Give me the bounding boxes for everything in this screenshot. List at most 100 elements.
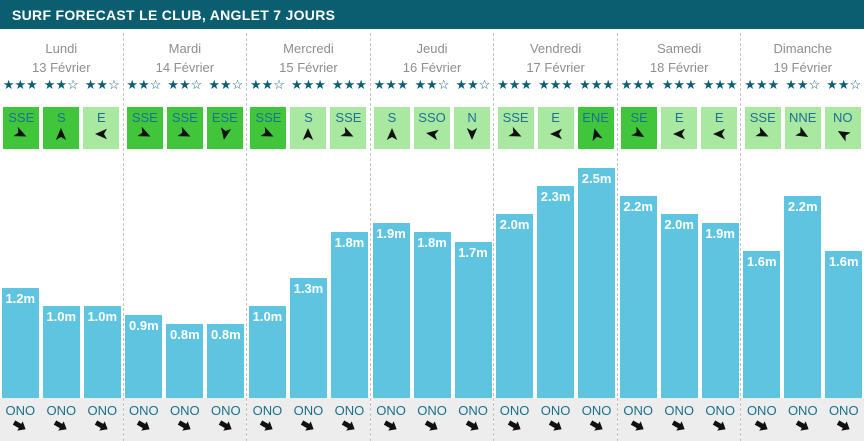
day-header: Mardi 14 Février — [124, 33, 247, 77]
star-group: ★★★ — [290, 77, 326, 92]
swell-direction-label: ONO — [828, 403, 859, 418]
wave-height-label: 2.0m — [499, 217, 530, 232]
wind-row: SSE E ENE — [494, 107, 617, 149]
swell-row: ONO ONO ONO — [617, 398, 741, 441]
wave-bar: 1.9m — [372, 223, 410, 398]
swell-direction-label: ONO — [417, 403, 447, 418]
wind-row: SSE S E — [0, 107, 123, 149]
swell-arrow-icon — [260, 420, 274, 431]
wind-arrow-icon — [13, 126, 27, 137]
swell-arrow-icon — [754, 420, 768, 431]
swell-direction-label: ONO — [129, 403, 159, 418]
swell-arrow-icon — [507, 420, 521, 431]
swell-arrow-icon — [301, 420, 315, 431]
star-rating-row: ★★★ ★★☆ ★★☆ — [0, 77, 123, 99]
day-column-dimanche: Dimanche 19 Février ★★★ ★★☆ ★★☆ SSE NNE NO 1.6m 2… — [741, 33, 864, 441]
wave-height-label: 1.6m — [746, 254, 777, 269]
day-date: 19 Février — [773, 60, 833, 75]
day-date: 18 Février — [649, 60, 709, 75]
star-group: ★★☆ — [126, 77, 162, 92]
swell-arrow-icon — [54, 420, 67, 431]
wave-height-label: 1.8m — [334, 235, 365, 250]
wave-height-label: 0.9m — [129, 318, 159, 333]
day-header: Dimanche 19 Février — [741, 33, 864, 77]
wave-bar: 2.0m — [660, 214, 698, 398]
star-group: ★★☆ — [826, 77, 862, 92]
wind-arrow-icon — [794, 126, 808, 137]
wind-arrow-icon — [303, 128, 314, 140]
wave-bar: 0.8m — [207, 324, 245, 398]
swell-direction-label: ONO — [334, 403, 365, 418]
wave-bar: 1.3m — [289, 278, 327, 398]
day-column-jeudi: Jeudi 16 Février ★★★ ★★☆ ★★☆ S SSO N 1.9m 1.8m 1.7… — [370, 33, 495, 441]
swell-direction-label: ONO — [170, 403, 200, 418]
wind-direction-label: E — [714, 110, 724, 125]
wind-cell: E — [83, 107, 120, 149]
wave-height-label: 2.2m — [623, 199, 653, 214]
swell-arrow-icon — [836, 420, 850, 431]
swell-arrow-icon — [342, 420, 356, 431]
swell-arrow-icon — [589, 420, 603, 431]
swell-row: ONO ONO ONO — [0, 398, 123, 441]
star-group: ★★☆ — [84, 77, 120, 92]
wave-bar: 1.2m — [1, 288, 39, 398]
swell-direction-label: ONO — [787, 403, 818, 418]
wind-arrow-icon — [713, 128, 726, 140]
day-name: Mardi — [168, 41, 202, 56]
star-rating-row: ★★★ ★★☆ ★★☆ — [741, 77, 864, 99]
wind-arrow-icon — [95, 128, 108, 140]
wind-row: SSE NNE NO — [741, 107, 864, 149]
wind-direction-label: SSE — [749, 110, 776, 125]
wave-bar: 2.5m — [578, 168, 616, 398]
swell-arrow-icon — [218, 420, 232, 431]
wind-direction-label: E — [674, 110, 684, 125]
wave-bar: 1.6m — [825, 251, 863, 398]
day-column-lundi: Lundi 13 Février ★★★ ★★☆ ★★☆ SSE S E 1.2m 1.0m 1.0… — [0, 33, 124, 441]
wave-height-chart: 2.0m 2.3m 2.5m — [494, 149, 617, 398]
forecast-table: Lundi 13 Février ★★★ ★★☆ ★★☆ SSE S E 1.2m 1.0m 1.0… — [0, 33, 864, 441]
wind-arrow-icon — [177, 126, 191, 137]
swell-row: ONO ONO ONO — [741, 398, 864, 441]
swell-cell: ONO — [249, 403, 286, 441]
wave-height-chart: 1.9m 1.8m 1.7m — [371, 149, 494, 398]
wind-arrow-icon — [755, 126, 769, 137]
day-column-mercredi: Mercredi 15 Février ★★☆ ★★★ ★★★ SSE S SSE 1.0m 1.… — [247, 33, 371, 441]
swell-arrow-icon — [630, 420, 644, 431]
wind-direction-label: SSE — [131, 110, 158, 125]
day-header: Samedi 18 Février — [618, 33, 741, 77]
swell-arrow-icon — [795, 420, 809, 431]
wind-cell: E — [701, 107, 738, 149]
wave-bar: 2.0m — [496, 214, 534, 398]
day-date: 16 Février — [402, 60, 462, 75]
swell-cell: ONO — [84, 403, 121, 441]
day-name: Vendredi — [529, 41, 582, 56]
star-group: ★★★ — [331, 77, 367, 92]
day-column-samedi: Samedi 18 Février ★★★ ★★★ ★★★ SE E E 2.2m 2.0m 1.9… — [617, 33, 742, 441]
swell-direction-label: ONO — [664, 403, 694, 418]
wind-direction-label: SSE — [255, 110, 282, 125]
swell-arrow-icon — [548, 420, 562, 431]
swell-cell: ONO — [784, 403, 821, 441]
day-header: Mercredi 15 Février — [247, 33, 370, 77]
star-group: ★★★ — [373, 77, 409, 92]
wind-arrow-icon — [466, 128, 478, 140]
star-group: ★★☆ — [785, 77, 821, 92]
wind-cell: NO — [824, 107, 861, 149]
wind-direction-label: S — [387, 110, 397, 125]
wind-arrow-icon — [260, 126, 274, 137]
day-header: Vendredi 17 Février — [494, 33, 617, 77]
wind-row: SSE SSE ESE — [124, 107, 247, 149]
wind-arrow-icon — [340, 126, 354, 137]
star-group: ★★☆ — [414, 77, 450, 92]
swell-direction-label: ONO — [293, 403, 324, 418]
wave-height-label: 1.8m — [417, 235, 447, 250]
star-group: ★★☆ — [43, 77, 79, 92]
wind-arrow-icon — [673, 128, 686, 140]
swell-direction-label: ONO — [211, 403, 241, 418]
swell-cell: ONO — [125, 403, 162, 441]
swell-cell: ONO — [455, 403, 492, 441]
wind-direction-label: S — [56, 110, 66, 125]
swell-cell: ONO — [661, 403, 698, 441]
wave-bar: 1.0m — [248, 306, 286, 398]
swell-direction-label: ONO — [581, 403, 612, 418]
